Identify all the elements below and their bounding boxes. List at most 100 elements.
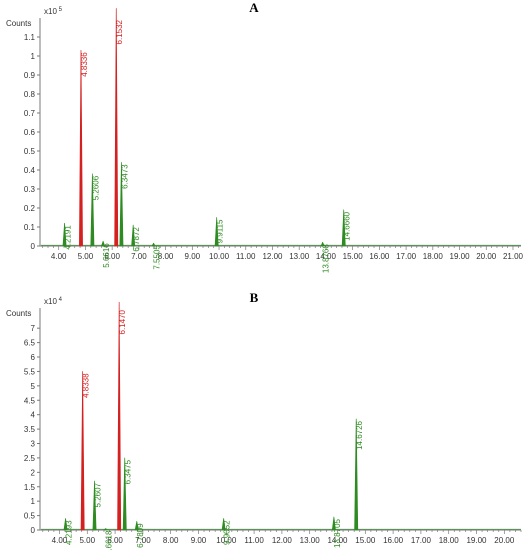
x-tick-label: 14.00 [316, 252, 337, 261]
peak-9.9052 [221, 518, 226, 531]
y-tick-label: 7 [31, 324, 36, 333]
peak-4.2191 [62, 222, 67, 247]
x-tick-label: 7.00 [135, 536, 151, 545]
x-tick-label: 9.00 [191, 536, 207, 545]
y-axis-label: Counts [6, 309, 31, 318]
y-tick-label: 1.1 [24, 33, 36, 42]
peak-label-4.2191: 4.2191 [64, 225, 73, 250]
y-tick-label: 0.6 [24, 128, 36, 137]
peak-label-4.2193: 4.2193 [65, 520, 74, 545]
peak-14.6726 [354, 418, 359, 531]
peak-label-13.8768: 13.8768 [322, 244, 331, 273]
x-tick-label: 16.00 [369, 252, 390, 261]
x-tick-label: 14.00 [327, 536, 348, 545]
x-tick-label: 4.00 [52, 536, 68, 545]
peak-7.5505 [151, 242, 156, 247]
peak-label-9.9052: 9.9052 [223, 520, 232, 545]
peak-4.8336 [79, 49, 83, 247]
x-tick-label: 18.00 [439, 536, 460, 545]
y-tick-label: 2.5 [24, 454, 36, 463]
x-tick-label: 13.00 [289, 252, 310, 261]
y-tick-label: 1.5 [24, 483, 36, 492]
y-tick-label: 4.5 [24, 396, 36, 405]
panel-letter: A [249, 0, 259, 15]
peak-label-14.6660: 14.6660 [343, 211, 352, 240]
x-tick-label: 5.00 [79, 536, 95, 545]
peak-4.8338 [80, 371, 85, 531]
peak-label-6.1532: 6.1532 [115, 19, 124, 44]
x-tick-label: 15.00 [355, 536, 376, 545]
y-tick-label: 4 [31, 411, 36, 420]
y-tick-label: 0.2 [24, 204, 36, 213]
peak-label-6.3475: 6.3475 [124, 459, 133, 484]
y-tick-label: 0.3 [24, 185, 36, 194]
y-tick-label: 6 [31, 353, 36, 362]
x-tick-label: 9.00 [185, 252, 201, 261]
y-multiplier: x10 5 [44, 7, 63, 16]
y-tick-label: 0.8 [24, 90, 36, 99]
y-tick-label: 0 [31, 242, 36, 251]
peak-5.6616 [101, 240, 106, 247]
peak-label-5.6618: 5.6618 [105, 530, 114, 550]
peak-label-5.6616: 5.6616 [102, 243, 111, 268]
peak-13.8768 [320, 241, 325, 247]
peak-6.3473 [119, 162, 124, 247]
peak-label-14.6726: 14.6726 [355, 420, 364, 449]
x-tick-label: 18.00 [423, 252, 444, 261]
peak-5.6618 [103, 528, 108, 531]
y-tick-label: 0.4 [24, 166, 36, 175]
x-tick-label: 6.00 [104, 252, 120, 261]
x-tick-label: 21.00 [503, 252, 524, 261]
y-tick-label: 0.5 [24, 147, 36, 156]
peak-label-7.5505: 7.5505 [153, 245, 162, 270]
x-tick-label: 8.00 [163, 536, 179, 545]
y-tick-label: 3 [31, 440, 36, 449]
peak-label-4.8336: 4.8336 [80, 52, 89, 77]
y-tick-label: 0.9 [24, 71, 36, 80]
x-tick-label: 12.00 [262, 252, 283, 261]
x-tick-label: 5.00 [78, 252, 94, 261]
x-tick-label: 11.00 [244, 536, 264, 545]
x-tick-label: 17.00 [396, 252, 417, 261]
y-tick-label: 6.5 [24, 339, 36, 348]
x-tick-label: 17.00 [411, 536, 432, 545]
peak-label-6.3473: 6.3473 [120, 164, 129, 189]
x-tick-label: 10.00 [209, 252, 230, 261]
y-tick-label: 3.5 [24, 425, 36, 434]
x-tick-label: 20.00 [476, 252, 497, 261]
x-tick-label: 11.00 [236, 252, 256, 261]
peak-6.7809 [134, 521, 139, 531]
x-tick-label: 19.00 [450, 252, 471, 261]
peak-label-6.7872: 6.7872 [132, 227, 141, 252]
x-tick-label: 20.00 [494, 536, 515, 545]
x-tick-label: 19.00 [466, 536, 487, 545]
x-tick-label: 6.00 [107, 536, 123, 545]
chart-panel-b: B Counts x10 4 0 0.5 1 1.5 2 2.5 3 3.5 4 4.5 5 5.5 6 6.5… [6, 290, 522, 550]
peak-label-6.1470: 6.1470 [118, 309, 127, 334]
peak-5.2606 [90, 173, 95, 247]
y-tick-label: 1 [31, 52, 36, 61]
y-tick-label: 2 [31, 468, 36, 477]
x-tick-label: 12.00 [272, 536, 293, 545]
peak-6.7872 [131, 224, 136, 247]
peak-label-5.2606: 5.2606 [91, 175, 100, 200]
x-tick-label: 7.00 [131, 252, 147, 261]
x-tick-label: 10.00 [216, 536, 237, 545]
y-tick-label: 0.5 [24, 512, 36, 521]
peak-label-5.2607: 5.2607 [94, 482, 103, 507]
peak-4.2193 [63, 518, 68, 531]
x-tick-label: 16.00 [383, 536, 404, 545]
peak-5.2607 [92, 480, 97, 531]
peak-label-6.7809: 6.7809 [136, 523, 145, 548]
chart-panel-a: A Counts x10 5 0 0.1 0.2 0.3 0.4 0.5 0.6 0.7 0.8 0.9… [6, 0, 524, 273]
y-tick-label: 0.7 [24, 109, 36, 118]
peak-label-9.9115: 9.9115 [216, 219, 225, 243]
peak-14.6660 [341, 209, 346, 247]
peak-label-13.8705: 13.8705 [333, 518, 342, 547]
peak-label-4.8338: 4.8338 [82, 373, 91, 398]
peak-9.9115 [214, 217, 219, 247]
x-tick-label: 13.00 [300, 536, 321, 545]
x-tick-label: 15.00 [343, 252, 364, 261]
panel-letter: B [250, 290, 259, 305]
